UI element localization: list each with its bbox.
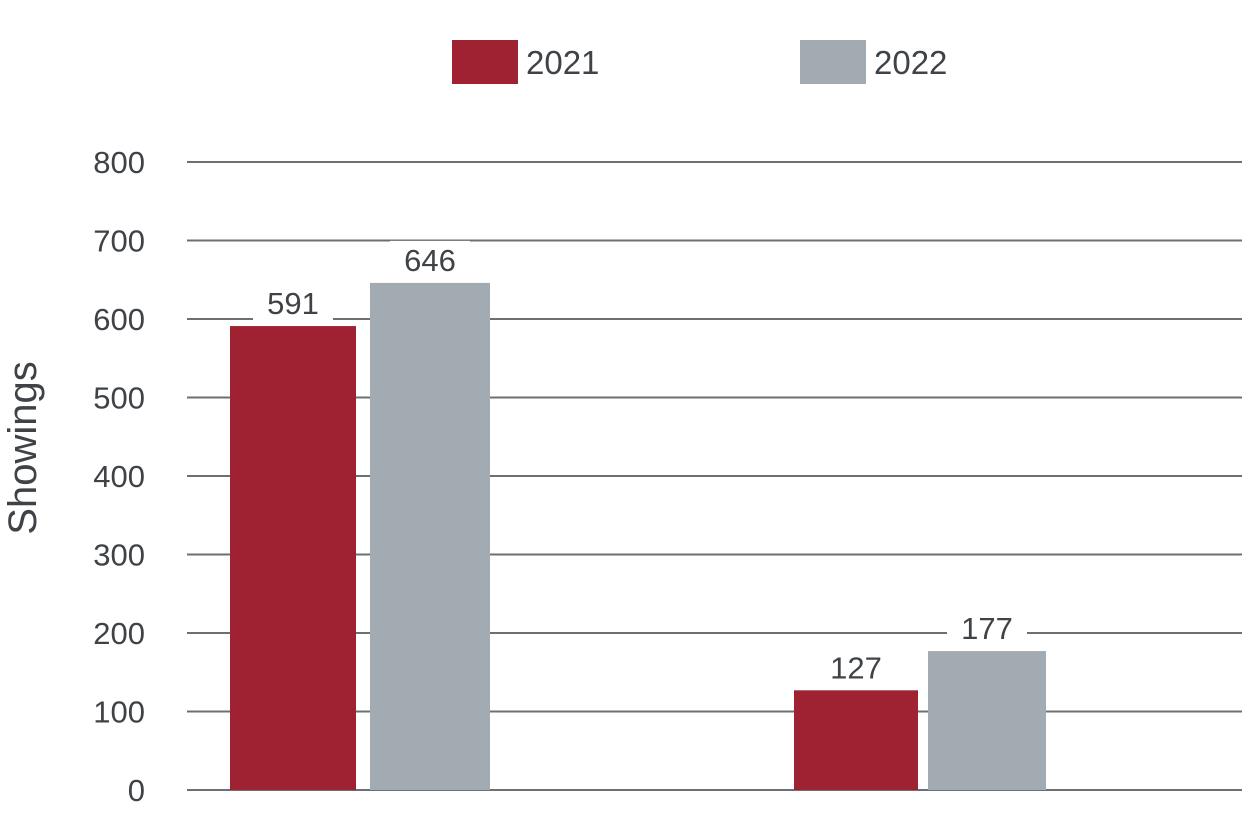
bars: 591 127 646 177 bbox=[230, 240, 1046, 790]
y-tick-label: 200 bbox=[93, 616, 145, 651]
y-tick-label: 0 bbox=[128, 773, 145, 808]
data-label: 591 bbox=[267, 286, 319, 321]
y-axis-label: Showings bbox=[1, 361, 45, 534]
bar bbox=[928, 651, 1046, 790]
bar bbox=[370, 282, 490, 790]
legend-swatch bbox=[452, 40, 518, 84]
y-tick-label: 500 bbox=[93, 381, 145, 416]
data-label: 127 bbox=[830, 650, 882, 685]
data-label: 177 bbox=[961, 611, 1013, 646]
y-tick-label: 300 bbox=[93, 538, 145, 573]
data-label-background bbox=[947, 609, 1027, 646]
gridlines bbox=[187, 161, 1242, 791]
data-label-background bbox=[253, 284, 333, 321]
bar bbox=[794, 690, 918, 790]
data-label: 646 bbox=[404, 243, 456, 278]
y-axis-ticks: 0 100 200 300 400 500 600 700 800 bbox=[93, 145, 145, 808]
y-tick-label: 100 bbox=[93, 695, 145, 730]
y-tick-label: 700 bbox=[93, 224, 145, 259]
legend-label: 2021 bbox=[526, 44, 599, 81]
data-label-background bbox=[816, 648, 896, 685]
legend-label: 2022 bbox=[874, 44, 947, 81]
data-label-background bbox=[390, 240, 470, 277]
y-tick-label: 800 bbox=[93, 145, 145, 180]
y-tick-label: 400 bbox=[93, 459, 145, 494]
bar bbox=[230, 326, 356, 790]
y-tick-label: 600 bbox=[93, 302, 145, 337]
legend-swatch bbox=[800, 40, 866, 84]
legend: 2021 2022 bbox=[452, 40, 947, 84]
